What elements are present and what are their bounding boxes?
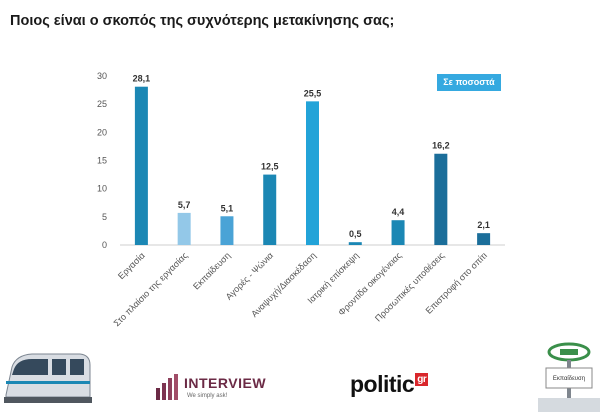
politic-logo-text: politic	[350, 371, 415, 397]
bars	[134, 86, 491, 245]
data-label: 12,5	[261, 162, 279, 172]
data-label: 5,1	[221, 203, 234, 213]
category-label: Στο πλαίσιο της εργασίας	[112, 250, 190, 328]
units-badge: Σε ποσοστά	[437, 74, 501, 91]
bar	[134, 86, 148, 245]
data-label: 25,5	[304, 88, 322, 98]
bar	[263, 174, 277, 245]
bar	[177, 212, 191, 245]
data-label: 5,7	[178, 200, 191, 210]
y-tick-label: 30	[97, 71, 107, 81]
metro-train-image	[4, 353, 92, 403]
category-label: Προσωπικές υποθέσεις	[373, 250, 447, 324]
data-label: 28,1	[133, 74, 151, 84]
data-label: 4,4	[392, 207, 405, 217]
bar	[391, 220, 405, 245]
y-tick-label: 25	[97, 99, 107, 109]
category-label: Εργασία	[116, 250, 147, 281]
bar	[434, 153, 448, 245]
bar	[306, 101, 319, 245]
y-tick-label: 5	[102, 212, 107, 222]
chart-title: Ποιος είναι ο σκοπός της συχνότερης μετα…	[10, 13, 395, 29]
bar	[477, 233, 491, 245]
politic-logo: politic gr	[350, 371, 429, 398]
y-tick-label: 0	[102, 240, 107, 250]
politic-logo-suffix: gr	[415, 373, 429, 386]
data-label: 16,2	[432, 141, 450, 151]
data-label: 2,1	[477, 220, 490, 230]
bar	[348, 242, 362, 245]
category-label: Εκπαίδευση	[191, 250, 232, 291]
bar	[220, 216, 234, 245]
y-tick-label: 15	[97, 156, 107, 166]
metro-station-sign-image: Εκπαίδευση	[538, 342, 600, 412]
station-sign-text: Εκπαίδευση	[553, 376, 585, 382]
interview-logo-text: INTERVIEW	[184, 375, 267, 391]
interview-tagline: We simply ask!	[187, 393, 228, 399]
data-labels: 28,1 5,7 5,1 12,5 25,5 0,5 4,4 16,2 2,1	[133, 74, 490, 239]
y-tick-label: 10	[97, 184, 107, 194]
y-tick-label: 20	[97, 127, 107, 137]
interview-logo-icon	[156, 374, 178, 400]
data-label: 0,5	[349, 229, 362, 239]
